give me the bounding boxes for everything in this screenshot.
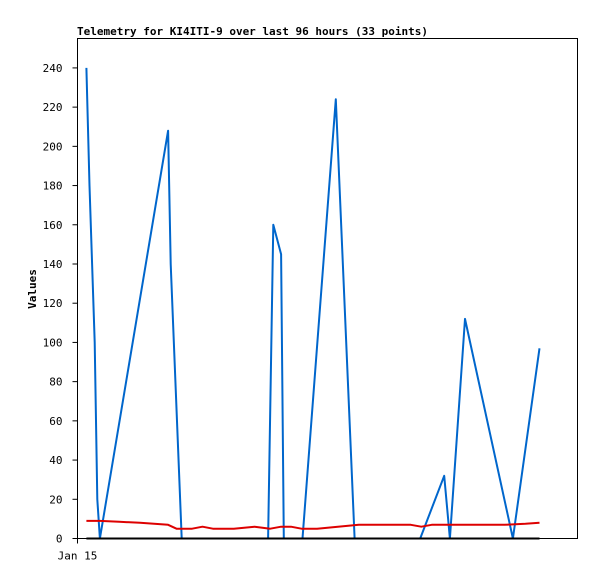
y-tick-label: 120	[43, 297, 63, 310]
y-tick-label: 80	[49, 376, 62, 389]
y-axis-label: Values	[26, 269, 39, 309]
y-tick-label: 200	[43, 140, 63, 153]
series-line-2	[86, 519, 540, 530]
y-tick-label: 40	[49, 454, 62, 467]
chart-title: Telemetry for KI4ITI-9 over last 96 hour…	[77, 25, 428, 38]
y-tick-label: 220	[43, 101, 63, 114]
y-tick-label: 0	[56, 533, 63, 546]
x-tick-label: Jan 15	[58, 550, 98, 563]
y-tick-label: 20	[49, 493, 62, 506]
y-tick-label: 60	[49, 415, 62, 428]
y-tick-label: 240	[43, 62, 63, 75]
y-tick-label: 160	[43, 219, 63, 232]
y-axis: 0 20 40 60 80 100 120 140 160 180 200 220 240	[43, 62, 78, 546]
y-tick-label: 140	[43, 258, 63, 271]
plot-frame	[77, 38, 578, 539]
x-axis: Jan 15	[58, 538, 98, 563]
y-tick-label: 100	[43, 336, 63, 349]
series-line-1	[85, 67, 541, 540]
series-group	[85, 67, 541, 540]
y-tick-label: 180	[43, 180, 63, 193]
